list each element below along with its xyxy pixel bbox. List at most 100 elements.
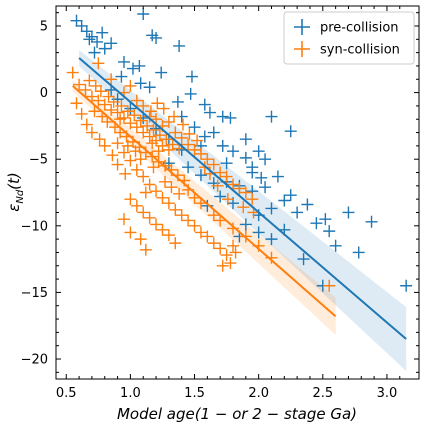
data-point	[143, 110, 156, 123]
data-point	[400, 279, 413, 292]
data-point	[130, 121, 143, 134]
data-point	[137, 170, 150, 183]
data-point	[220, 249, 233, 262]
data-point	[101, 115, 114, 128]
data-point	[152, 145, 165, 158]
data-point	[227, 222, 240, 235]
data-points	[66, 7, 413, 292]
data-point	[191, 134, 204, 147]
data-point	[137, 99, 150, 112]
data-point	[185, 70, 198, 83]
x-tick-label: 2.5	[312, 386, 333, 401]
data-point	[143, 81, 156, 94]
data-point	[227, 178, 240, 191]
data-point	[150, 185, 163, 198]
data-point	[214, 190, 227, 203]
data-point	[352, 246, 365, 259]
data-point	[246, 166, 259, 179]
data-point	[85, 126, 98, 139]
data-point	[214, 166, 227, 179]
data-point	[259, 181, 272, 194]
data-point	[221, 193, 234, 206]
data-point	[89, 79, 102, 92]
y-axis-title-main: ε	[5, 204, 23, 212]
data-point	[173, 187, 186, 200]
data-point	[207, 158, 220, 171]
data-point	[166, 138, 179, 151]
data-point	[220, 157, 233, 170]
data-point	[121, 139, 134, 152]
data-point	[301, 198, 314, 211]
data-point	[168, 110, 181, 123]
data-point	[130, 199, 143, 212]
data-point	[216, 139, 229, 152]
data-point	[159, 175, 172, 188]
regression-lines	[72, 57, 407, 340]
data-point	[201, 153, 214, 166]
data-point	[111, 106, 124, 119]
data-point	[169, 126, 182, 139]
data-point	[111, 137, 124, 150]
data-point	[147, 161, 160, 174]
data-point	[139, 243, 152, 256]
regression-line-0	[78, 57, 407, 340]
x-tick-label: 3.0	[377, 386, 398, 401]
data-point	[169, 203, 182, 216]
series-0-points	[70, 7, 413, 292]
legend-box	[283, 11, 415, 65]
data-point	[162, 115, 175, 128]
data-point	[124, 102, 137, 115]
data-point	[182, 138, 195, 151]
data-point	[98, 139, 111, 152]
data-point	[126, 62, 139, 75]
data-point	[139, 186, 152, 199]
data-point	[115, 99, 128, 112]
data-point	[265, 110, 278, 123]
data-point	[124, 193, 137, 206]
data-point	[134, 153, 147, 166]
data-point	[284, 189, 297, 202]
legend-marker	[294, 19, 310, 35]
data-point	[227, 145, 240, 158]
data-point	[153, 129, 166, 142]
data-point	[105, 37, 118, 50]
y-axis-title: εNd(t)	[5, 172, 26, 212]
data-point	[83, 33, 96, 46]
data-point	[176, 118, 189, 131]
data-point	[137, 206, 150, 219]
data-point	[216, 110, 229, 123]
confidence-bands	[72, 49, 407, 372]
data-point	[188, 121, 201, 134]
data-point	[85, 30, 98, 43]
data-point	[188, 143, 201, 156]
data-point	[96, 26, 109, 39]
data-point	[252, 226, 265, 239]
y-tick-label: −5	[29, 153, 48, 168]
y-tick-label: 5	[40, 19, 48, 34]
legend-marker	[294, 41, 310, 57]
y-tick-label: 0	[40, 86, 48, 101]
data-point	[130, 163, 143, 176]
data-point	[297, 253, 310, 266]
data-point	[319, 213, 332, 226]
data-point	[194, 226, 207, 239]
data-point	[107, 95, 120, 108]
data-point	[102, 90, 115, 103]
data-point	[160, 133, 173, 146]
axis-ticks: 0.5 1.0 1.5 2.0 2.5 3.0 5 0 −5 −10 −15 −20	[21, 6, 419, 401]
y-axis-title-sub: Nd	[15, 189, 26, 203]
legend-label: syn-collision	[320, 43, 400, 58]
data-point	[156, 191, 169, 204]
data-point	[124, 79, 137, 92]
data-point	[134, 114, 147, 127]
data-point	[129, 145, 142, 158]
data-point	[207, 126, 220, 139]
data-point	[124, 117, 137, 130]
data-point	[83, 74, 96, 87]
data-point	[162, 197, 175, 210]
data-point	[155, 66, 168, 79]
data-point	[88, 105, 101, 118]
data-point	[147, 123, 160, 136]
data-point	[124, 154, 137, 167]
